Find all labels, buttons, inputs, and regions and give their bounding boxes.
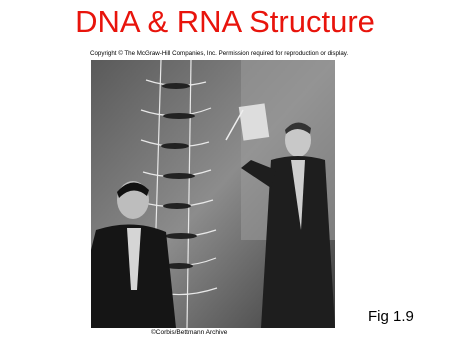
photo (91, 60, 335, 328)
photo-credit: ©Corbis/Bettmann Archive (151, 329, 228, 336)
copyright-notice: Copyright © The McGraw-Hill Companies, I… (90, 50, 349, 57)
slide-title: DNA & RNA Structure (75, 4, 375, 39)
figure-label: Fig 1.9 (368, 308, 414, 325)
